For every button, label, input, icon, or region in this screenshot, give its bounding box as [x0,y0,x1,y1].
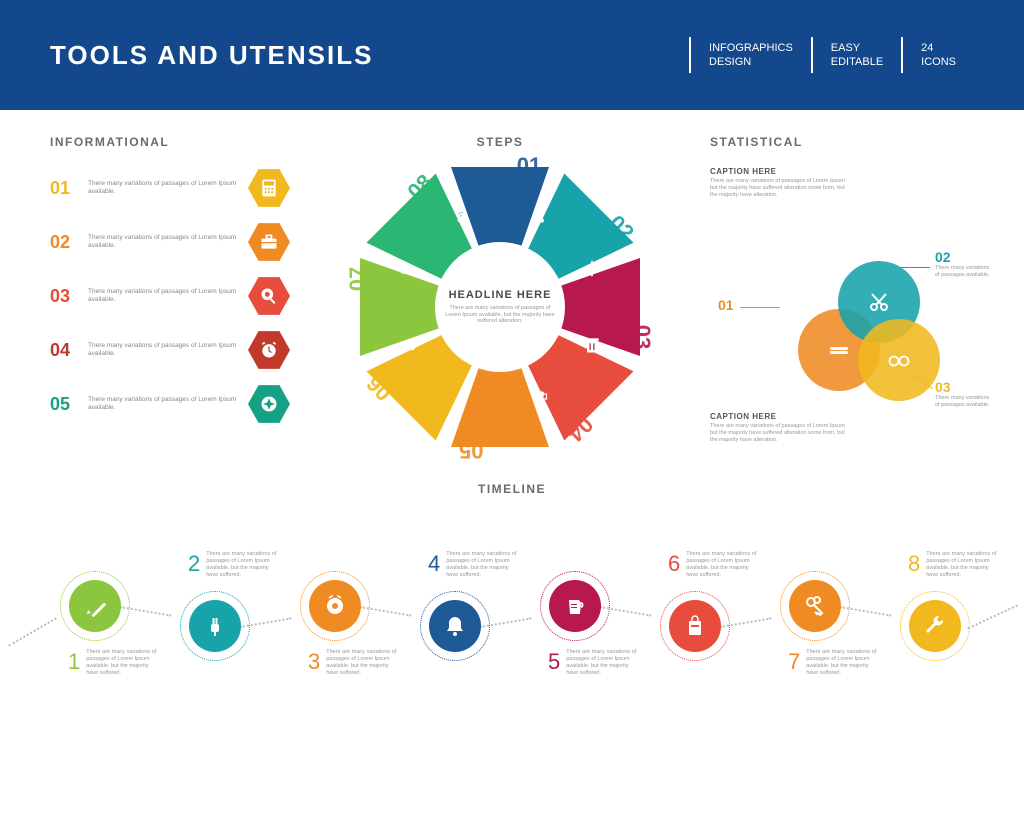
timeline-text: There are many variations of passages of… [326,649,396,678]
info-text: There many variations of passages of Lor… [88,342,240,359]
timeline-text: There are many variations of passages of… [86,649,156,678]
meta-item: INFOGRAPHICSDESIGN [689,37,811,74]
timeline-label: 6 There are many variations of passages … [668,551,756,580]
timeline-number: 4 [428,551,440,580]
glasses-alt-icon [858,319,940,401]
timeline-label: 8 There are many variations of passages … [908,551,996,580]
timeline-label: 1 There are many variations of passages … [68,649,156,678]
timeline-number: 3 [308,649,320,678]
timeline-text: There are many variations of passages of… [686,551,756,580]
timeline-number: 2 [188,551,200,580]
timeline-node [420,591,490,661]
timeline-node [300,571,370,641]
info-text: There many variations of passages of Lor… [88,180,240,197]
informational-section: INFORMATIONAL 01 There many variations o… [50,135,290,467]
plug-icon [189,600,241,652]
jug-icon [549,580,601,632]
magnify-eye-icon [248,275,290,317]
stat-caption: CAPTION HERE There are many variations o… [710,167,850,199]
timeline-label: 7 There are many variations of passages … [788,649,876,678]
timeline-label: 3 There are many variations of passages … [308,649,396,678]
sunglasses-icon [398,336,418,356]
info-row: 05 There many variations of passages of … [50,383,290,425]
info-number: 03 [50,286,80,307]
info-number: 04 [50,340,80,361]
stat-caption: CAPTION HERE There are many variations o… [710,412,850,444]
info-text: There many variations of passages of Lor… [88,288,240,305]
page-title: TOOLS AND UTENSILS [50,40,373,71]
timeline-label: 4 There are many variations of passages … [428,551,516,580]
flask-icon [528,205,548,225]
section-title: STATISTICAL [710,135,990,149]
info-row: 03 There many variations of passages of … [50,275,290,317]
step-number: 07 [345,267,371,291]
bag-icon [669,600,721,652]
header-bar: TOOLS AND UTENSILS INFOGRAPHICSDESIGN EA… [0,0,1024,110]
timeline-text: There are many variations of passages of… [446,551,516,580]
header-meta: INFOGRAPHICSDESIGN EASYEDITABLE 24ICONS [689,37,974,74]
alarm-clock-icon [248,329,290,371]
stat-small-text: There many variations of passages availa… [935,393,990,409]
info-number: 02 [50,232,80,253]
stat-small-text: There many variations of passages availa… [935,263,990,279]
pencil-icon [69,580,121,632]
info-text: There many variations of passages of Lor… [88,396,240,413]
glasses-icon [398,259,418,279]
step-number: 03 [629,325,655,349]
steps-wheel: HEADLINE HERE There are many variations … [360,167,640,447]
phone-bell-icon [309,580,361,632]
timeline-node [60,571,130,641]
timeline-node [900,591,970,661]
info-list: 01 There many variations of passages of … [50,167,290,425]
steps-section: STEPS HEADLINE HERE There are many varia… [320,135,680,467]
calculator-icon [248,167,290,209]
timeline-number: 7 [788,649,800,678]
info-row: 04 There many variations of passages of … [50,329,290,371]
timeline-track: 1 There are many variations of passages … [50,516,974,716]
bell-icon [429,600,481,652]
timeline-number: 5 [548,649,560,678]
statistical-section: STATISTICAL CAPTION HERE There are many … [710,135,990,467]
stat-number: 01 [718,297,734,313]
briefcase-icon [248,221,290,263]
safety-pin-icon [452,389,472,409]
timeline-number: 1 [68,649,80,678]
info-row: 02 There many variations of passages of … [50,221,290,263]
timeline-node [540,571,610,641]
compass-icon [248,383,290,425]
wheel-headline: HEADLINE HERE [449,289,552,301]
timeline-text: There are many variations of passages of… [926,551,996,580]
timeline-label: 5 There are many variations of passages … [548,649,636,678]
timeline-node [660,591,730,661]
timeline-node [780,571,850,641]
thimble-icon [451,205,471,225]
timeline-text: There are many variations of passages of… [206,551,276,580]
section-title: STEPS [320,135,680,149]
info-text: There many variations of passages of Lor… [88,234,240,251]
wheel-center: HEADLINE HERE There are many variations … [435,242,565,372]
info-row: 01 There many variations of passages of … [50,167,290,209]
timeline-section: TIMELINE 1 There are many variations of … [0,467,1024,716]
wheel-subtext: There are many variations of passages of… [445,305,555,325]
timeline-number: 6 [668,551,680,580]
paint-roller-icon [529,389,549,409]
trash-icon [582,335,602,355]
section-title: TIMELINE [50,482,974,496]
info-number: 05 [50,394,80,415]
keys-icon [789,580,841,632]
timeline-text: There are many variations of passages of… [806,649,876,678]
meta-item: EASYEDITABLE [811,37,901,74]
step-number: 05 [459,437,483,463]
venn-diagram: CAPTION HERE There are many variations o… [710,167,990,467]
info-number: 01 [50,178,80,199]
timeline-text: There are many variations of passages of… [566,649,636,678]
timeline-label: 2 There are many variations of passages … [188,551,276,580]
section-title: INFORMATIONAL [50,135,290,149]
meta-item: 24ICONS [901,37,974,74]
timeline-number: 8 [908,551,920,580]
step-number: 01 [517,153,541,179]
timeline-node [180,591,250,661]
wrench-icon [909,600,961,652]
pen-tool-icon [582,258,602,278]
